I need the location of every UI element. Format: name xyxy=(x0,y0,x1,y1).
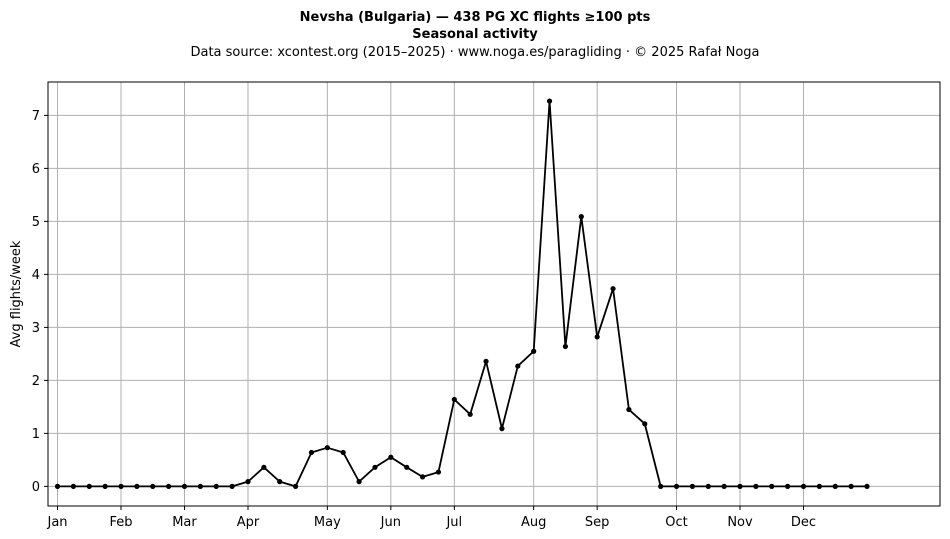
data-point xyxy=(197,483,203,489)
plot-series xyxy=(54,98,870,489)
x-axis: Jan Feb Mar Apr May Jun Jul Aug Sep Oct Nov Dec xyxy=(46,506,816,530)
y-axis: 0 1 2 3 4 5 6 7 xyxy=(32,109,48,495)
y-axis-label: Avg flights/week xyxy=(9,240,24,347)
y-tick-label: 2 xyxy=(32,374,40,389)
data-point xyxy=(673,483,680,489)
data-point xyxy=(483,358,489,364)
plot-frame xyxy=(47,81,941,507)
chart-title: Nevsha (Bulgaria) — 438 PG XC flights ≥1… xyxy=(300,10,651,25)
data-point xyxy=(546,98,553,104)
data-point xyxy=(356,479,362,485)
data-point xyxy=(277,479,283,485)
x-tick-label-apr: Apr xyxy=(237,515,260,530)
data-point xyxy=(388,454,394,460)
data-point xyxy=(689,483,696,489)
x-tick-label-oct: Oct xyxy=(665,515,687,530)
y-tick-label: 5 xyxy=(32,215,40,230)
data-point xyxy=(642,421,648,427)
x-tick-label-sep: Sep xyxy=(585,515,610,530)
y-tick-label: 3 xyxy=(32,321,40,336)
data-point xyxy=(515,363,521,369)
y-tick-label: 1 xyxy=(32,427,40,442)
data-point xyxy=(213,483,219,489)
data-point xyxy=(150,483,156,489)
data-point xyxy=(404,464,410,470)
data-point xyxy=(531,348,537,354)
x-tick-label-may: May xyxy=(314,515,341,530)
x-tick-label-dec: Dec xyxy=(791,515,816,530)
data-point xyxy=(499,426,505,432)
data-point xyxy=(721,483,727,489)
data-point xyxy=(229,483,235,489)
y-tick-label: 4 xyxy=(32,268,40,283)
x-tick-label-jan: Jan xyxy=(46,515,67,530)
data-point xyxy=(435,469,442,475)
data-point xyxy=(626,406,632,413)
x-tick-label-feb: Feb xyxy=(109,515,132,530)
data-point xyxy=(102,483,108,489)
data-point xyxy=(451,396,457,403)
x-tick-label-nov: Nov xyxy=(727,515,753,530)
data-point xyxy=(816,483,822,489)
data-point xyxy=(86,483,92,489)
data-point xyxy=(324,445,330,451)
x-tick-label-jul: Jul xyxy=(445,515,462,530)
data-point xyxy=(54,483,61,489)
data-point xyxy=(340,449,346,456)
x-tick-label-aug: Aug xyxy=(521,515,546,530)
data-point xyxy=(562,343,569,350)
data-point xyxy=(705,483,711,489)
y-tick-label: 7 xyxy=(32,109,40,124)
data-point xyxy=(753,483,759,489)
data-point xyxy=(245,479,251,485)
data-point xyxy=(419,474,426,480)
data-point xyxy=(864,483,870,489)
data-point xyxy=(181,483,188,489)
data-point xyxy=(658,483,664,489)
data-point xyxy=(70,483,76,489)
data-point xyxy=(467,411,473,417)
data-point xyxy=(769,483,775,489)
data-point xyxy=(610,286,616,292)
data-point xyxy=(737,483,743,489)
grid xyxy=(48,82,940,506)
data-point xyxy=(118,483,124,489)
data-point xyxy=(594,334,600,340)
data-point xyxy=(261,464,267,470)
data-point xyxy=(800,483,807,489)
y-tick-label: 0 xyxy=(32,480,40,495)
chart-source: Data source: xcontest.org (2015–2025) · … xyxy=(190,45,759,60)
data-point xyxy=(293,483,299,489)
x-tick-label-mar: Mar xyxy=(172,515,197,530)
data-point xyxy=(308,449,315,456)
x-tick-label-jun: Jun xyxy=(380,515,401,530)
data-point xyxy=(832,483,838,489)
y-tick-label: 6 xyxy=(32,162,40,177)
chart-subtitle: Seasonal activity xyxy=(412,27,538,42)
data-point xyxy=(848,483,854,489)
series-line xyxy=(57,100,867,488)
data-point xyxy=(578,214,584,220)
data-point xyxy=(134,483,140,489)
data-point xyxy=(785,483,791,489)
data-point xyxy=(372,464,378,470)
data-point xyxy=(166,483,172,489)
